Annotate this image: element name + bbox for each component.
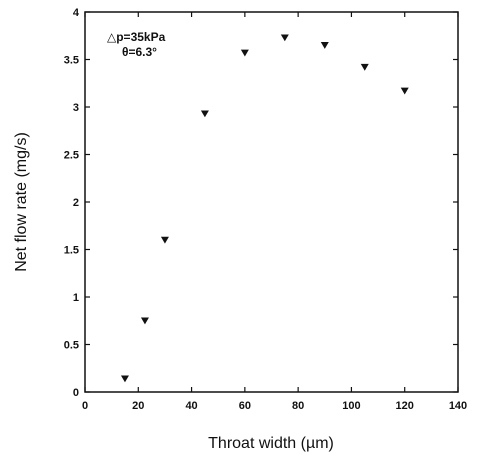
data-point — [400, 87, 409, 95]
x-tick-label: 60 — [239, 400, 251, 412]
y-tick-label: 0.5 — [64, 340, 79, 352]
y-tick-label: 0 — [73, 387, 79, 399]
annotation-pressure: △p=35kPa — [107, 30, 166, 44]
data-points — [120, 34, 409, 383]
y-tick-label: 3 — [73, 102, 79, 114]
data-point — [200, 110, 209, 118]
data-point — [140, 317, 149, 325]
y-tick-label: 2.5 — [64, 150, 79, 162]
annotation-angle: θ=6.3° — [122, 45, 157, 59]
x-tick-label: 20 — [132, 400, 144, 412]
x-tick-label: 80 — [292, 400, 304, 412]
x-tick-label: 40 — [185, 400, 197, 412]
y-tick-label: 1.5 — [64, 245, 79, 257]
x-tick-label: 0 — [82, 400, 88, 412]
y-axis-label: Net flow rate (mg/s) — [13, 132, 30, 272]
x-tick-label: 140 — [449, 400, 467, 412]
data-point — [360, 63, 369, 71]
x-tick-label: 100 — [342, 400, 360, 412]
data-point — [160, 236, 169, 244]
y-tick-label: 2 — [73, 197, 79, 209]
plot-frame — [84, 11, 459, 393]
y-tick-label: 4 — [73, 7, 80, 19]
x-axis-ticks: 0 20 40 60 80 100 120 140 — [82, 12, 467, 412]
y-tick-label: 1 — [73, 292, 79, 304]
data-point — [320, 42, 329, 49]
data-point — [240, 49, 249, 57]
y-axis-ticks: 0 0.5 1 1.5 2 2.5 3 3.5 4 — [64, 7, 458, 399]
x-tick-label: 120 — [396, 400, 414, 412]
data-point — [280, 34, 289, 42]
x-axis-label: Throat width (µm) — [208, 435, 334, 452]
y-tick-label: 3.5 — [64, 55, 79, 67]
data-point — [120, 375, 129, 383]
